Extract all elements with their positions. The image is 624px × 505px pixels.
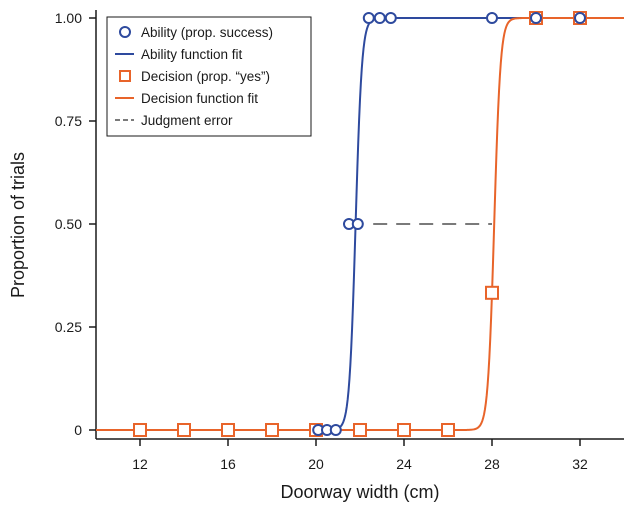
ability-point (384, 12, 397, 24)
decision-point (177, 423, 191, 437)
decision-point (441, 423, 455, 437)
ability-point (530, 12, 542, 24)
y-tick-label: 0.50 (55, 216, 82, 232)
legend-ability-points-marker (119, 26, 131, 38)
y-ticks: 0 0.25 0.50 0.75 1.00 (55, 10, 96, 438)
x-tick-label: 24 (396, 456, 412, 472)
decision-point (221, 423, 235, 437)
ability-point (373, 12, 386, 24)
decision-point (485, 285, 499, 300)
legend-decision-fit-label: Decision function fit (141, 91, 258, 106)
y-tick-label: 0.25 (55, 319, 82, 335)
x-axis-title: Doorway width (cm) (280, 482, 439, 502)
x-tick-label: 20 (308, 456, 324, 472)
y-axis-title: Proportion of trials (8, 152, 28, 298)
y-tick-label: 0 (74, 422, 82, 438)
x-tick-label: 16 (220, 456, 236, 472)
x-tick-label: 28 (484, 456, 500, 472)
ability-point (486, 12, 498, 24)
legend-judgment-error-label: Judgment error (141, 113, 233, 128)
decision-point (353, 423, 367, 437)
ability-point (362, 12, 375, 24)
ability-point (351, 218, 364, 230)
ability-point (574, 12, 586, 24)
x-ticks: 12 16 20 24 28 32 (132, 439, 588, 472)
y-tick-label: 0.75 (55, 113, 82, 129)
plot-area (96, 11, 624, 437)
legend-ability-points-label: Ability (prop. success) (141, 25, 273, 40)
x-tick-label: 32 (572, 456, 588, 472)
legend-ability-fit-label: Ability function fit (141, 47, 243, 62)
ability-point (329, 424, 342, 436)
legend: Ability (prop. success) Ability function… (106, 16, 312, 137)
legend-decision-points-marker (119, 70, 131, 82)
decision-point (133, 423, 147, 437)
legend-box (106, 16, 312, 137)
y-tick-label: 1.00 (55, 10, 82, 26)
decision-point (265, 423, 279, 437)
legend-decision-points-label: Decision (prop. “yes”) (141, 69, 270, 84)
x-tick-label: 12 (132, 456, 148, 472)
decision-point (397, 423, 411, 437)
